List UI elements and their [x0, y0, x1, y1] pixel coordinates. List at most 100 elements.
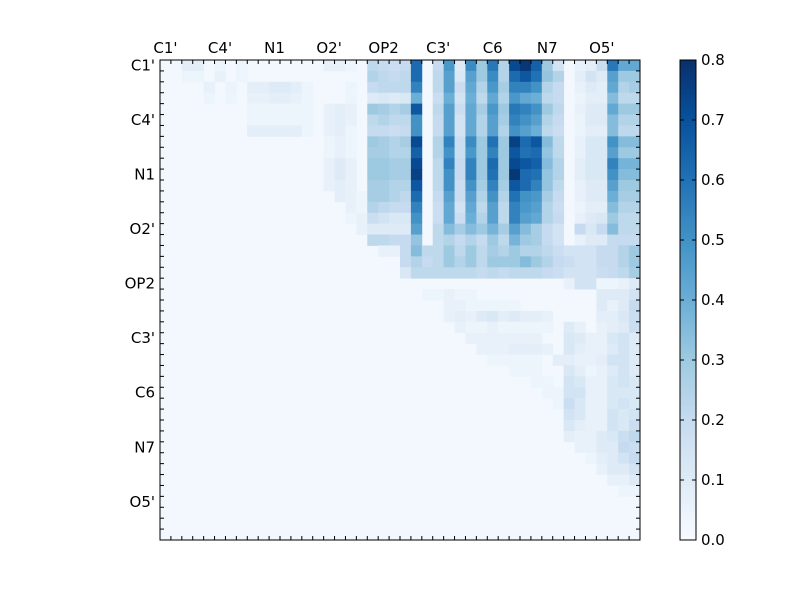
heatmap-cell — [443, 147, 455, 159]
heatmap-cell — [323, 169, 335, 181]
heatmap-cell — [476, 158, 488, 170]
heatmap-cell — [498, 103, 510, 115]
heatmap-cell — [236, 60, 248, 72]
heatmap-cell — [476, 245, 488, 257]
heatmap-cell — [585, 201, 597, 214]
heatmap-cell — [585, 70, 597, 83]
heatmap-cell — [530, 223, 543, 235]
heatmap-cell — [585, 278, 597, 290]
heatmap-cell — [356, 212, 368, 225]
heatmap-cell — [509, 354, 521, 366]
heatmap-cells — [181, 60, 641, 497]
heatmap-cell — [585, 420, 597, 432]
heatmap-cell — [389, 114, 401, 126]
heatmap-cell — [454, 81, 466, 94]
heatmap-cell — [498, 332, 510, 345]
heatmap-cell — [552, 398, 565, 410]
heatmap-cell — [487, 190, 499, 203]
heatmap-cell — [585, 81, 597, 94]
heatmap-cell — [421, 256, 434, 268]
heatmap-cell — [487, 81, 499, 94]
heatmap-cell — [585, 343, 597, 355]
heatmap-cell — [629, 180, 641, 192]
heatmap-cell — [618, 441, 630, 454]
heatmap-cell — [476, 180, 488, 192]
heatmap-cell — [225, 92, 237, 105]
heatmap-cell — [530, 354, 543, 366]
colorbar-tick-label: 0.7 — [701, 111, 725, 129]
heatmap-cell — [465, 60, 477, 72]
heatmap-cell — [465, 70, 477, 83]
heatmap-cell — [563, 376, 575, 388]
heatmap-cell — [596, 289, 608, 301]
heatmap-cell — [574, 114, 586, 126]
heatmap-cell — [585, 376, 597, 388]
heatmap-cell — [378, 158, 390, 170]
heatmap-cell — [552, 190, 565, 203]
heatmap-cell — [541, 114, 554, 126]
heatmap-cell — [530, 180, 543, 192]
heatmap-cell — [432, 125, 445, 137]
heatmap-cell — [443, 223, 455, 235]
heatmap-cell — [574, 201, 586, 214]
heatmap-cell — [389, 169, 401, 181]
heatmap-cell — [345, 81, 357, 94]
heatmap-cell — [541, 92, 554, 105]
heatmap-cell — [629, 256, 641, 268]
heatmap-cell — [476, 190, 488, 203]
x-tick-label: OP2 — [368, 39, 398, 57]
heatmap-cell — [389, 60, 401, 72]
heatmap-cell — [498, 310, 510, 323]
heatmap-cell — [607, 81, 619, 94]
heatmap-cell — [520, 158, 532, 170]
heatmap-cell — [520, 147, 532, 159]
heatmap-cell — [596, 321, 608, 334]
heatmap-cell — [520, 245, 532, 257]
heatmap-cell — [629, 365, 641, 377]
heatmap-cell — [487, 321, 499, 334]
heatmap-cell — [345, 147, 357, 159]
heatmap-cell — [585, 223, 597, 235]
heatmap-cell — [389, 180, 401, 192]
heatmap-cell — [400, 81, 412, 94]
heatmap-cell — [530, 343, 543, 355]
heatmap-cell — [443, 234, 455, 246]
heatmap-cell — [400, 190, 412, 203]
colorbar-ticks: 0.0 0.1 0.2 0.3 0.4 0.5 0.6 0.7 0.8 — [680, 51, 725, 549]
heatmap-cell — [290, 114, 303, 126]
heatmap-cell — [585, 114, 597, 126]
heatmap-cell — [400, 136, 412, 148]
heatmap-cell — [563, 409, 575, 421]
heatmap-cell — [498, 60, 510, 72]
heatmap-cell — [476, 81, 488, 94]
heatmap-cell — [509, 332, 521, 345]
heatmap-cell — [520, 332, 532, 345]
heatmap-cell — [585, 147, 597, 159]
heatmap-cell — [258, 81, 270, 94]
heatmap-cell — [498, 354, 510, 366]
heatmap-cell — [541, 103, 554, 115]
heatmap-cell — [487, 114, 499, 126]
heatmap-cell — [465, 256, 477, 268]
heatmap-cell — [498, 190, 510, 203]
heatmap-cell — [487, 169, 499, 181]
heatmap-cell — [400, 60, 412, 72]
heatmap-cell — [465, 267, 477, 279]
y-tick-label: N1 — [134, 166, 155, 184]
heatmap-cell — [618, 125, 630, 137]
heatmap-cell — [596, 430, 608, 443]
heatmap-cell — [345, 169, 357, 181]
x-tick-label: O2' — [316, 39, 341, 57]
heatmap-cell — [487, 245, 499, 257]
heatmap-cell — [301, 125, 314, 137]
heatmap-cell — [498, 321, 510, 334]
heatmap-cell — [498, 81, 510, 94]
heatmap-cell — [432, 234, 445, 246]
heatmap-cell — [607, 300, 619, 312]
heatmap-cell — [574, 409, 586, 421]
heatmap-cell — [607, 387, 619, 399]
heatmap-cell — [552, 180, 565, 192]
heatmap-cell — [400, 169, 412, 181]
heatmap-cell — [367, 81, 379, 94]
heatmap-cell — [498, 212, 510, 225]
